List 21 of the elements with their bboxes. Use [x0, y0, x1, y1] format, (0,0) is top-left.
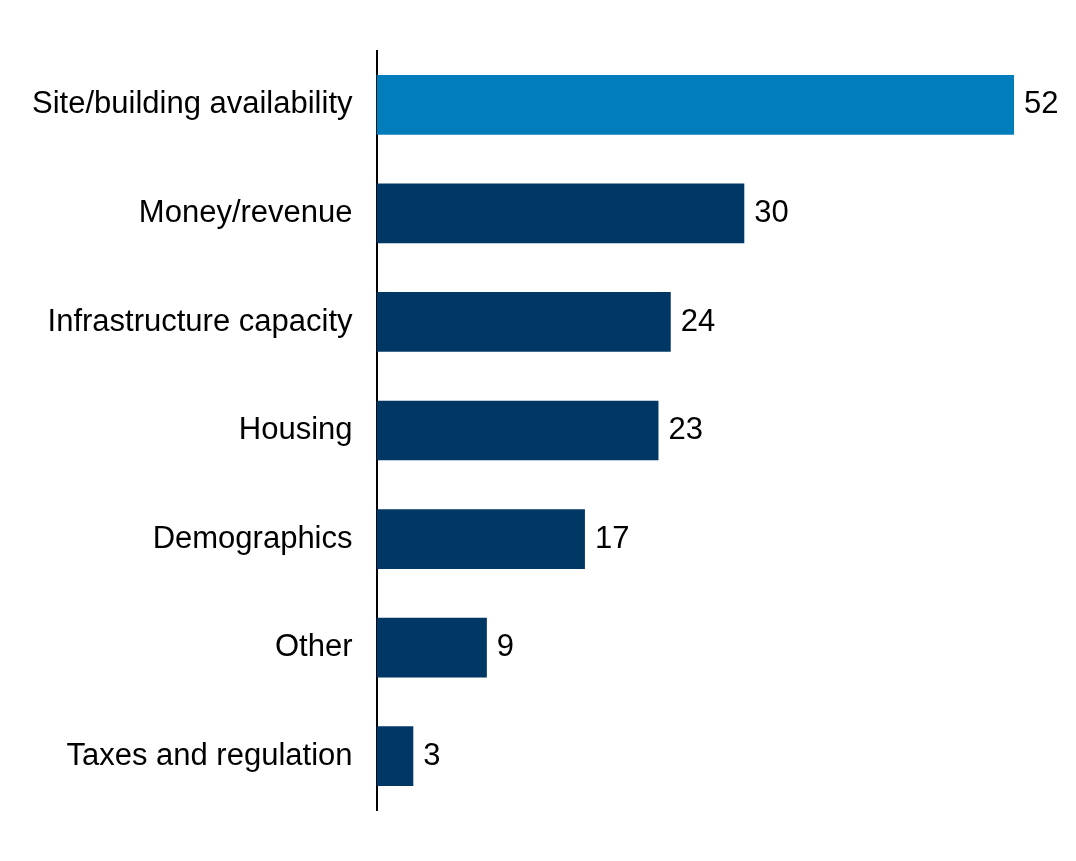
bar — [376, 617, 487, 678]
bar — [376, 509, 585, 569]
data-label: 30 — [754, 193, 789, 229]
y-tick-label: Other — [274, 628, 353, 664]
bar — [376, 726, 414, 786]
y-tick-label: Money/revenue — [138, 193, 353, 229]
data-label: 24 — [680, 302, 716, 338]
data-label: 17 — [594, 519, 630, 555]
bar — [376, 183, 745, 244]
data-label: 9 — [496, 628, 515, 664]
y-tick-label: Taxes and regulation — [66, 736, 353, 772]
bar — [376, 292, 671, 352]
data-label: 52 — [1024, 85, 1059, 121]
y-tick-label: Housing — [238, 411, 353, 447]
bar — [376, 75, 1014, 135]
data-label: 23 — [668, 411, 703, 447]
y-tick-label: Site/building availability — [31, 85, 354, 121]
y-tick-label: Demographics — [152, 519, 353, 555]
data-label: 3 — [423, 736, 441, 772]
bar — [376, 400, 659, 461]
y-tick-label: Infrastructure capacity — [47, 302, 354, 338]
